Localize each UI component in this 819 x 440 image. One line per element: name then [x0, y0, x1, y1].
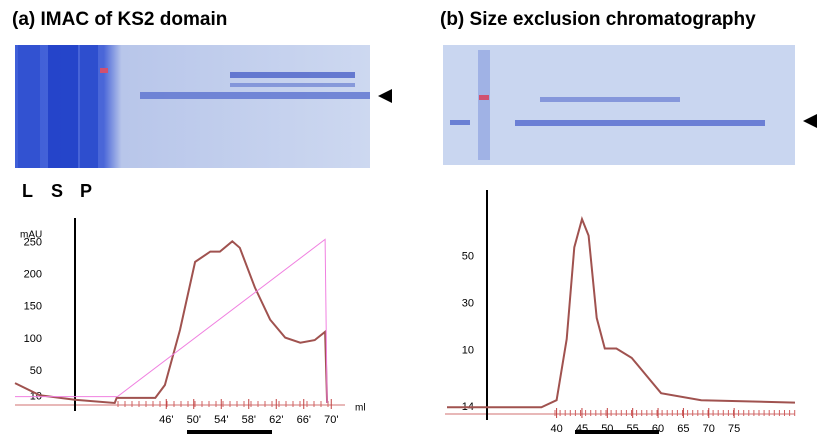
arrow [378, 89, 392, 103]
x-tick-label: 75 [728, 423, 740, 435]
lane-label: L [22, 181, 33, 201]
scale-bar [187, 430, 272, 434]
x-tick-label: 60 [652, 423, 664, 435]
data-line [15, 238, 328, 404]
y-tick-label: 200 [24, 269, 42, 281]
lane-label: S [51, 181, 63, 201]
chart-title: (a) IMAC of KS2 domain [12, 9, 227, 30]
y-tick-label: 30 [462, 298, 474, 310]
y-tick-label: 100 [24, 333, 42, 345]
y-tick-label: 250 [24, 237, 42, 249]
gel-image-b [443, 45, 795, 165]
data-line [14, 239, 329, 405]
x-tick-label: 46' [159, 414, 173, 426]
x-tick-label: 58' [242, 414, 256, 426]
chart-title: (b) Size exclusion chromatography [440, 9, 756, 30]
x-tick-label: 50' [187, 414, 201, 426]
x-unit: ml [355, 403, 366, 414]
x-tick-label: 70 [703, 423, 715, 435]
gel-image-a [15, 45, 370, 168]
scale-bar [575, 430, 659, 434]
arrow [803, 114, 817, 128]
y-tick-label: 50 [30, 365, 42, 377]
x-tick-label: 70' [324, 414, 338, 426]
x-tick-label: 40 [550, 423, 562, 435]
x-tick-label: 45 [576, 423, 588, 435]
x-tick-label: 50 [601, 423, 613, 435]
data-line [447, 215, 796, 409]
y-tick-label: 150 [24, 301, 42, 313]
lane-label: P [80, 181, 92, 201]
x-tick-label: 55 [627, 423, 639, 435]
x-tick-label: 62' [269, 414, 283, 426]
y-unit: mAU [20, 230, 42, 241]
y-tick-label: 50 [462, 251, 474, 263]
y-tick-label: 10 [462, 345, 474, 357]
x-tick-label: 54' [214, 414, 228, 426]
x-tick-label: 66' [297, 414, 311, 426]
x-tick-label: 65 [677, 423, 689, 435]
